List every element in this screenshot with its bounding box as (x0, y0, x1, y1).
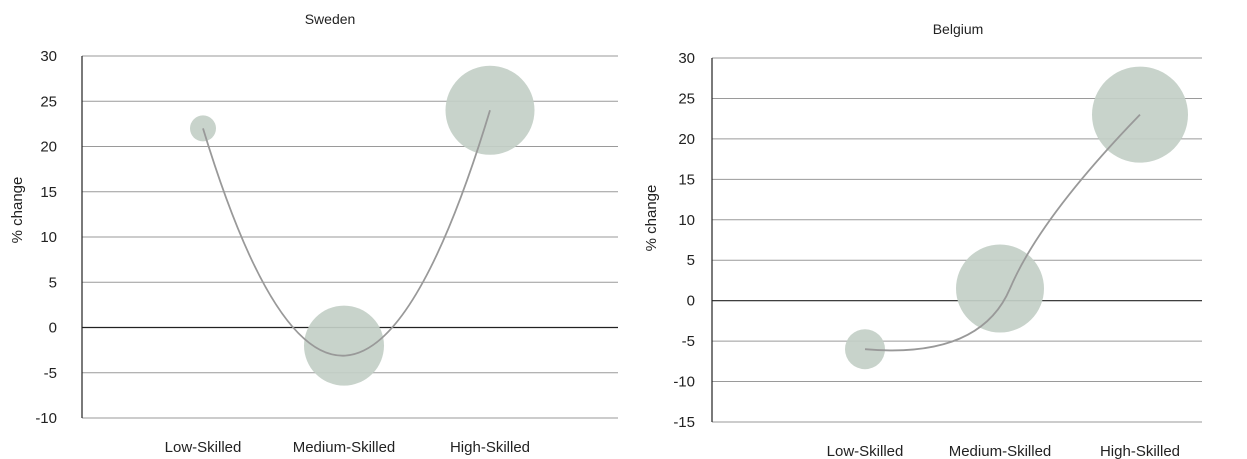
y-tick-label: -15 (673, 414, 695, 431)
y-tick-label: 25 (40, 93, 57, 110)
bubble (304, 305, 384, 386)
y-tick-label: 15 (40, 184, 57, 201)
chart-panel-sweden: Sweden % change -10 -5 0 5 10 15 20 25 30 Low-Sk… (9, 11, 618, 456)
bubble (956, 244, 1044, 333)
x-category-labels: Low-Skilled Medium-Skilled High-Skilled (827, 443, 1180, 459)
x-category-label: Medium-Skilled (293, 439, 396, 456)
y-tick-label: -10 (673, 374, 695, 391)
x-category-label: Low-Skilled (827, 443, 904, 459)
bubble (445, 65, 535, 155)
x-category-label: Medium-Skilled (949, 443, 1052, 459)
x-category-label: High-Skilled (450, 439, 530, 456)
trend-curve-path (864, 113, 1141, 352)
y-tick-label: 30 (40, 48, 57, 65)
chart-title: Belgium (933, 21, 984, 37)
x-category-label: Low-Skilled (165, 439, 242, 456)
chart-panel-belgium: Belgium % change -15 -10 -5 0 5 10 15 20 25 30 Lo… (643, 21, 1202, 459)
chart-title: Sweden (305, 11, 356, 27)
trend-curve (864, 113, 1141, 352)
y-axis-label: % change (9, 177, 26, 244)
gridlines (81, 55, 618, 419)
y-tick-label: 20 (40, 139, 57, 156)
y-tick-label: -5 (44, 365, 57, 382)
x-category-label: High-Skilled (1100, 443, 1180, 459)
y-tick-labels: -10 -5 0 5 10 15 20 25 30 (35, 48, 57, 427)
y-tick-label: 0 (49, 320, 57, 337)
y-tick-label: 30 (678, 50, 695, 67)
trend-curve (202, 110, 491, 357)
y-tick-label: 25 (678, 90, 695, 107)
y-tick-label: 5 (49, 274, 57, 291)
x-category-labels: Low-Skilled Medium-Skilled High-Skilled (165, 439, 530, 456)
y-tick-label: 10 (678, 212, 695, 229)
y-tick-label: 20 (678, 131, 695, 148)
y-tick-label: -5 (682, 333, 695, 350)
y-tick-label: 0 (687, 293, 695, 310)
bubbles (845, 66, 1188, 370)
bubbles (190, 65, 535, 386)
y-tick-label: -10 (35, 410, 57, 427)
y-axis-label: % change (643, 185, 660, 252)
trend-curve-path (202, 110, 491, 357)
y-tick-labels: -15 -10 -5 0 5 10 15 20 25 30 (673, 50, 695, 431)
y-tick-label: 5 (687, 252, 695, 269)
y-tick-label: 10 (40, 229, 57, 246)
y-tick-label: 15 (678, 171, 695, 188)
